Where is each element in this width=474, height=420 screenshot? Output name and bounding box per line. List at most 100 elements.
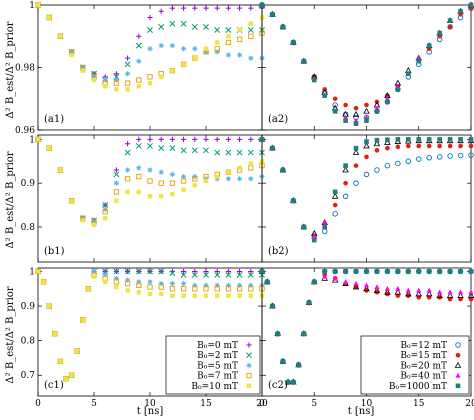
data-point xyxy=(457,292,464,299)
data-point xyxy=(147,80,153,86)
data-point xyxy=(136,33,142,39)
data-point xyxy=(248,5,254,11)
data-point xyxy=(35,137,41,142)
data-point xyxy=(364,154,369,160)
data-point xyxy=(311,279,317,285)
data-point xyxy=(342,166,349,173)
data-point xyxy=(467,292,474,299)
data-point xyxy=(291,379,296,385)
y-tick-label: 0.7 xyxy=(21,371,36,381)
data-point xyxy=(247,27,254,33)
data-point xyxy=(394,288,402,295)
data-point xyxy=(374,108,380,114)
data-point xyxy=(135,142,142,149)
data-point xyxy=(181,280,187,287)
data-point xyxy=(406,143,411,149)
data-point xyxy=(458,137,463,142)
data-point xyxy=(80,317,85,323)
data-point xyxy=(237,165,242,171)
data-point xyxy=(47,145,52,151)
data-point xyxy=(468,2,474,8)
data-point xyxy=(47,15,52,20)
data-point xyxy=(384,286,390,291)
data-point xyxy=(416,58,422,64)
data-point xyxy=(91,274,97,279)
data-point xyxy=(113,167,119,173)
data-point xyxy=(385,99,390,105)
data-point xyxy=(374,167,380,173)
series-5 xyxy=(259,137,474,243)
data-point xyxy=(353,105,359,111)
data-point xyxy=(353,280,359,286)
data-point xyxy=(35,2,41,8)
data-point xyxy=(291,198,296,203)
data-point xyxy=(225,5,231,11)
legend-marker xyxy=(455,383,461,389)
data-point xyxy=(426,269,432,274)
data-point xyxy=(102,77,108,83)
data-point xyxy=(136,58,142,64)
data-point xyxy=(353,180,359,186)
data-point xyxy=(247,271,254,278)
data-point xyxy=(191,271,198,278)
data-point xyxy=(103,279,108,285)
data-point xyxy=(373,286,381,293)
data-point xyxy=(458,269,463,274)
data-point xyxy=(214,5,220,11)
data-point xyxy=(301,331,307,337)
data-point xyxy=(296,362,301,368)
data-point xyxy=(353,269,359,274)
data-point xyxy=(91,268,97,275)
data-point xyxy=(169,180,176,186)
data-point xyxy=(291,40,296,45)
data-point xyxy=(343,102,348,108)
data-point xyxy=(332,202,338,208)
data-point xyxy=(352,283,360,290)
data-point xyxy=(468,289,474,295)
panel-a1: 1 0.98 0.96 (a1) xyxy=(15,1,265,136)
data-point xyxy=(311,77,317,83)
data-point xyxy=(214,282,220,288)
data-point xyxy=(225,271,232,278)
data-point xyxy=(192,286,198,292)
data-point xyxy=(248,33,254,39)
data-point xyxy=(191,147,198,154)
data-point xyxy=(343,279,349,284)
data-point xyxy=(158,180,164,186)
legend-label: B₀=20 mT xyxy=(400,361,447,371)
data-point xyxy=(124,176,131,182)
data-point xyxy=(343,118,348,123)
data-point xyxy=(114,87,119,92)
data-point xyxy=(225,136,231,142)
data-point xyxy=(426,143,432,149)
data-point xyxy=(113,77,119,83)
legend-label: B₀=15 mT xyxy=(400,351,447,361)
data-point xyxy=(437,30,442,36)
data-point xyxy=(192,136,198,142)
data-point xyxy=(158,145,165,152)
data-point xyxy=(158,268,165,275)
y-axis-label-row-b: Δ² B_est/Δ² B_prior xyxy=(5,151,16,248)
data-point xyxy=(405,287,411,293)
panel-b1: 1 0.9 0.8 (b1) xyxy=(21,134,265,263)
data-point xyxy=(203,23,209,30)
data-point xyxy=(159,291,164,297)
data-point xyxy=(180,147,187,154)
data-point xyxy=(158,23,165,30)
data-point xyxy=(181,5,187,11)
data-point xyxy=(363,285,370,292)
series-5 xyxy=(259,2,474,127)
legend-marker xyxy=(455,372,461,378)
legend-marker xyxy=(246,372,252,379)
y-tick-label: 1 xyxy=(29,267,35,277)
data-point xyxy=(332,96,338,102)
data-point xyxy=(203,282,209,288)
x-tick-label: 5 xyxy=(311,399,317,409)
data-point xyxy=(225,176,231,182)
data-point xyxy=(322,269,327,274)
data-point xyxy=(248,268,254,275)
data-point xyxy=(181,174,187,180)
panel-c2: (c2) xyxy=(258,267,474,397)
data-point xyxy=(192,176,198,182)
